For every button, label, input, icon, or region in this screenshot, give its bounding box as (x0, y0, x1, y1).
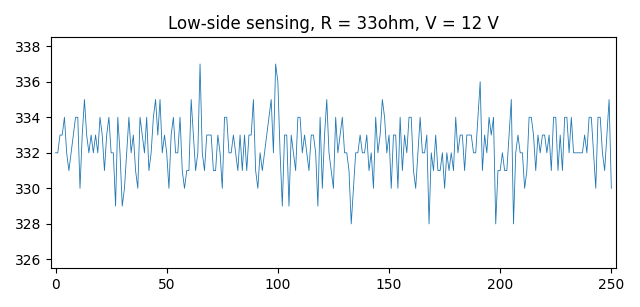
Title: Low-side sensing, R = 33ohm, V = 12 V: Low-side sensing, R = 33ohm, V = 12 V (168, 15, 499, 33)
